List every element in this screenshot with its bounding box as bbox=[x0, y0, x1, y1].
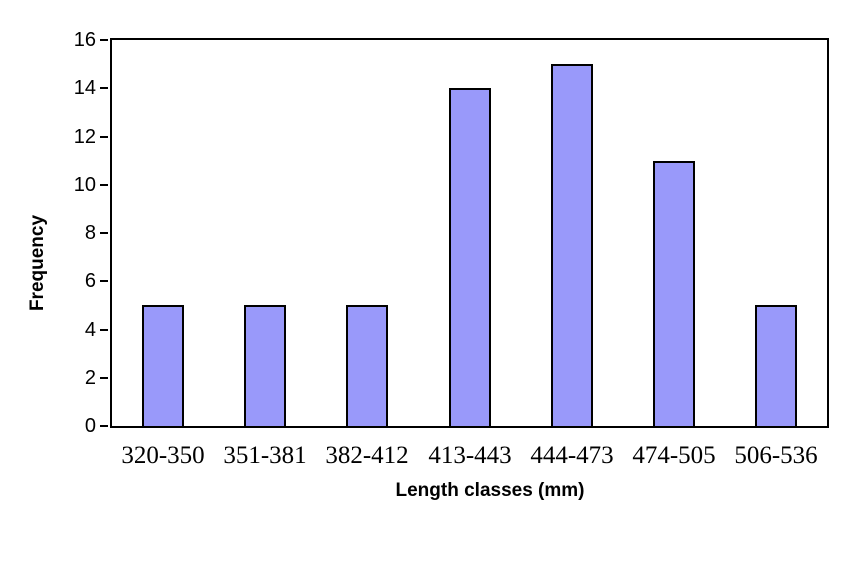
y-axis-tick bbox=[100, 136, 108, 138]
y-axis-tick bbox=[100, 232, 108, 234]
x-category-label: 474-505 bbox=[632, 442, 716, 469]
y-axis-tick bbox=[100, 329, 108, 331]
bar-474-505 bbox=[653, 161, 695, 426]
y-axis-tick-label: 2 bbox=[84, 367, 96, 389]
bar-444-473 bbox=[551, 64, 593, 426]
bar-382-412 bbox=[346, 305, 388, 426]
y-axis-tick-label: 12 bbox=[73, 126, 96, 148]
y-axis-tick-label: 14 bbox=[73, 77, 96, 99]
y-axis-tick bbox=[100, 425, 108, 427]
y-axis-tick-label: 8 bbox=[84, 222, 96, 244]
y-axis-tick bbox=[100, 280, 108, 282]
y-axis-tick bbox=[100, 184, 108, 186]
y-axis-title: Frequency bbox=[27, 214, 48, 312]
bar-320-350 bbox=[142, 305, 184, 426]
y-axis-tick bbox=[100, 87, 108, 89]
x-category-label: 351-381 bbox=[223, 442, 307, 469]
bar-506-536 bbox=[755, 305, 797, 426]
x-category-label: 320-350 bbox=[121, 442, 205, 469]
bar-351-381 bbox=[244, 305, 286, 426]
y-axis-tick bbox=[100, 377, 108, 379]
y-axis-tick-label: 10 bbox=[73, 174, 96, 196]
plot-area bbox=[110, 38, 829, 428]
x-category-label: 444-473 bbox=[530, 442, 614, 469]
x-category-label: 382-412 bbox=[325, 442, 409, 469]
x-category-label: 506-536 bbox=[734, 442, 818, 469]
y-axis-tick bbox=[100, 39, 108, 41]
y-axis-tick-label: 4 bbox=[84, 319, 96, 341]
y-axis-tick-label: 16 bbox=[73, 29, 96, 51]
y-axis-tick-label: 6 bbox=[84, 270, 96, 292]
x-category-label: 413-443 bbox=[428, 442, 512, 469]
x-axis-title: Length classes (mm) bbox=[395, 480, 585, 501]
bar-413-443 bbox=[449, 88, 491, 426]
y-axis-tick-label: 0 bbox=[84, 415, 96, 437]
